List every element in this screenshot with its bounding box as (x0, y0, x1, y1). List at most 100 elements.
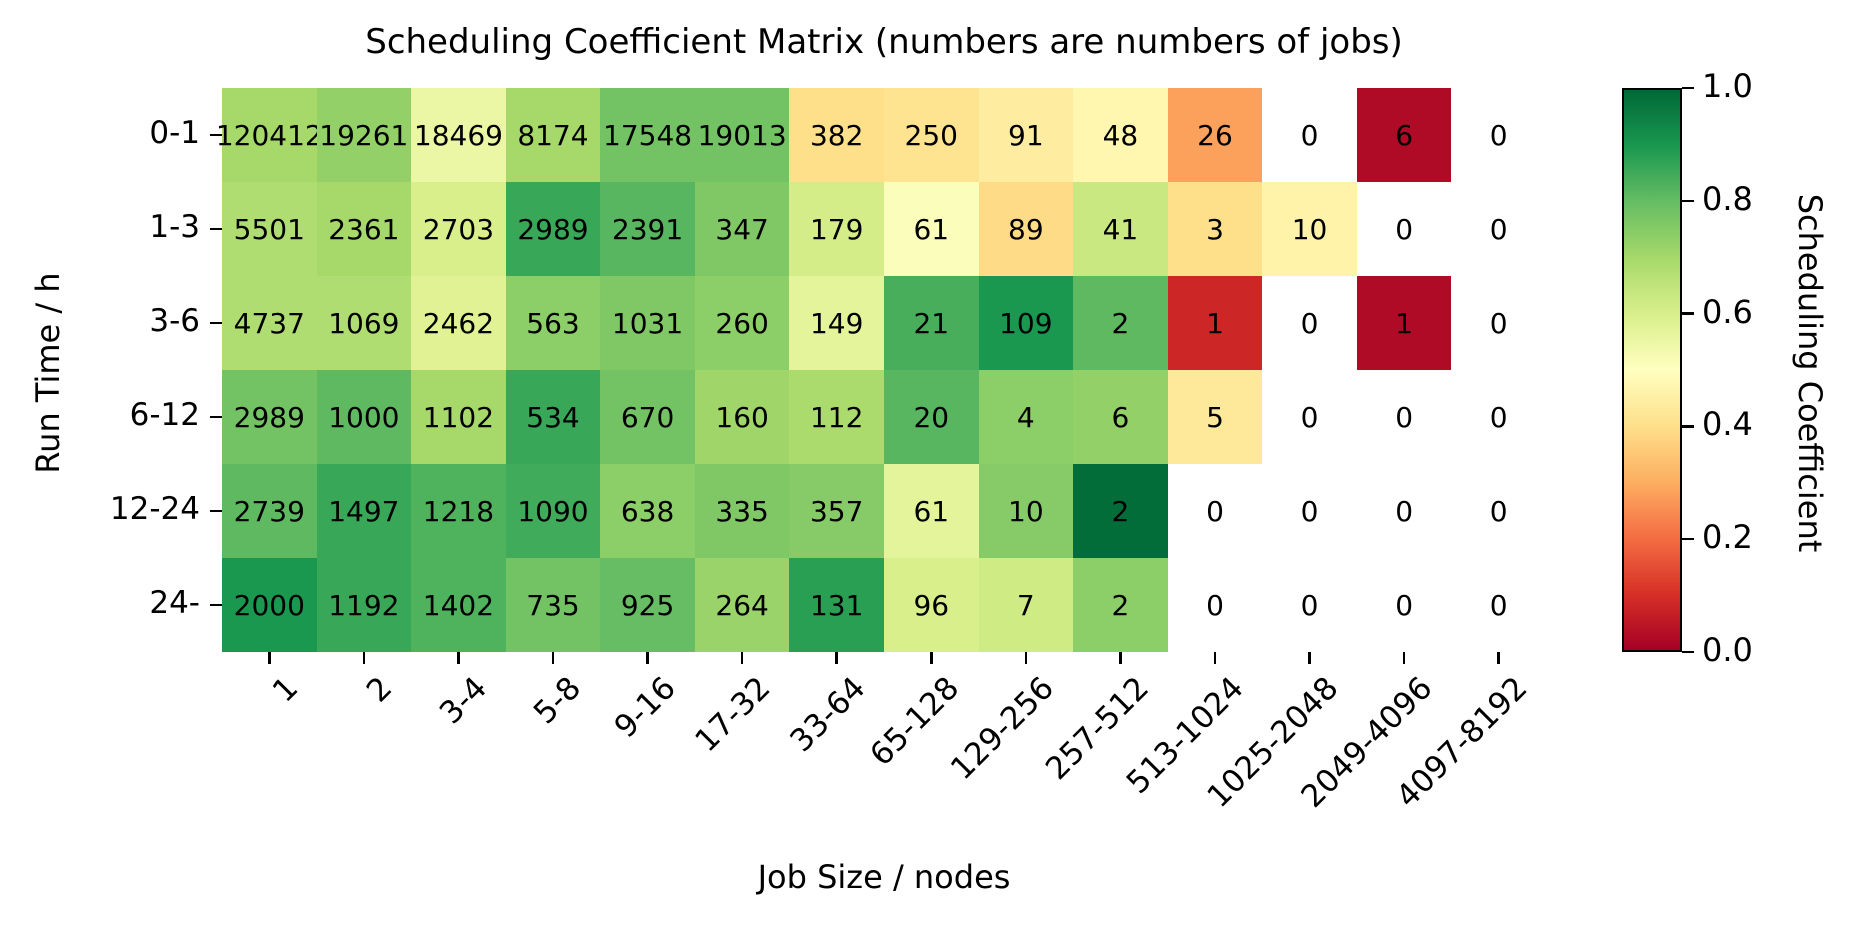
x-tick-mark (740, 652, 744, 664)
heatmap-cell: 5 (1167, 370, 1263, 464)
heatmap-cell: 10 (978, 464, 1074, 558)
heatmap-cell: 20 (884, 370, 979, 464)
heatmap-cell: 4737 (222, 276, 317, 370)
heatmap-cell: 96 (884, 558, 979, 652)
colorbar (1622, 88, 1682, 652)
heatmap-cell: 120412 (216, 88, 323, 182)
x-tick-mark (362, 652, 366, 664)
heatmap-cell: 1 (1356, 276, 1452, 370)
colorbar-tick-mark (1682, 199, 1694, 203)
y-tick-mark (210, 133, 222, 137)
heatmap-cell: 260 (694, 276, 790, 370)
heatmap-cell: 347 (694, 182, 790, 276)
chart-title: Scheduling Coefficient Matrix (numbers a… (365, 22, 1403, 62)
heatmap-cell: 1069 (316, 276, 412, 370)
heatmap-cell: 1090 (505, 464, 601, 558)
heatmap-cell: 1497 (316, 464, 412, 558)
heatmap-cell: 0 (1451, 88, 1546, 182)
heatmap-cell: 10 (1262, 182, 1357, 276)
colorbar-tick-label: 0.2 (1702, 518, 1753, 557)
heatmap-cell: 638 (600, 464, 695, 558)
heatmap-cell: 0 (1451, 558, 1546, 652)
heatmap-cell: 61 (884, 182, 979, 276)
heatmap-cell: 1000 (316, 370, 412, 464)
heatmap-cell: 0 (1167, 464, 1263, 558)
heatmap-cell: 2989 (222, 370, 317, 464)
colorbar-tick-label: 0.6 (1702, 292, 1753, 331)
x-tick-mark (835, 652, 838, 664)
heatmap-cell: 0 (1262, 370, 1357, 464)
heatmap-cell: 264 (694, 558, 790, 652)
y-tick-label: 24- (149, 585, 200, 621)
heatmap-cell: 26 (1167, 88, 1263, 182)
heatmap-cell: 2462 (411, 276, 506, 370)
x-tick-label: 9-16 (607, 670, 684, 746)
heatmap-cell: 41 (1073, 182, 1168, 276)
heatmap-cell: 18469 (411, 88, 506, 182)
heatmap-cell: 2739 (222, 464, 317, 558)
heatmap-cell: 19013 (694, 88, 790, 182)
y-tick-mark (210, 227, 222, 231)
heatmap-cell: 357 (789, 464, 884, 558)
heatmap-cell: 112 (789, 370, 884, 464)
heatmap-cell: 7 (978, 558, 1074, 652)
x-tick-label: 5-8 (527, 670, 589, 732)
heatmap-cell: 61 (884, 464, 979, 558)
heatmap-cell: 1102 (411, 370, 506, 464)
x-tick-mark (1308, 652, 1311, 664)
heatmap-cell: 6 (1073, 370, 1168, 464)
heatmap-cell: 17548 (600, 88, 695, 182)
heatmap-cell: 2 (1073, 558, 1168, 652)
x-tick-mark (1119, 652, 1122, 664)
colorbar-tick-mark (1682, 86, 1694, 90)
heatmap-cell: 109 (978, 276, 1074, 370)
y-tick-label: 3-6 (149, 303, 200, 339)
x-tick-mark (268, 652, 271, 664)
heatmap-cell: 179 (789, 182, 884, 276)
heatmap-cell: 0 (1356, 558, 1452, 652)
x-tick-mark (457, 652, 460, 664)
y-tick-label: 12-24 (109, 491, 200, 527)
x-axis-title: Job Size / nodes (757, 858, 1011, 896)
heatmap-cell: 89 (978, 182, 1074, 276)
heatmap-cell: 335 (694, 464, 790, 558)
heatmap-cell: 1402 (411, 558, 506, 652)
x-tick-label: 1 (265, 670, 305, 710)
heatmap-cell: 0 (1262, 88, 1357, 182)
y-tick-label: 6-12 (129, 397, 200, 433)
heatmap-cell: 1218 (411, 464, 506, 558)
heatmap-cell: 2 (1073, 276, 1168, 370)
y-tick-mark (210, 509, 222, 513)
heatmap-cell: 1031 (600, 276, 695, 370)
x-tick-mark (1402, 652, 1406, 664)
x-tick-label: 3-4 (432, 670, 494, 732)
heatmap-cell: 1 (1167, 276, 1263, 370)
colorbar-tick-mark (1682, 537, 1694, 541)
colorbar-tick-label: 0.0 (1702, 631, 1753, 669)
heatmap-cell: 0 (1451, 182, 1546, 276)
heatmap-cell: 0 (1167, 558, 1263, 652)
colorbar-title: Scheduling Coefficient (1791, 193, 1829, 553)
x-tick-label: 129-256 (944, 670, 1062, 788)
heatmap-cell: 2361 (316, 182, 412, 276)
heatmap-cell: 5501 (222, 182, 317, 276)
heatmap-cell: 21 (884, 276, 979, 370)
x-tick-mark (930, 652, 933, 664)
colorbar-tick-mark (1682, 312, 1694, 315)
heatmap-cell: 2703 (411, 182, 506, 276)
heatmap-cell: 0 (1262, 276, 1357, 370)
heatmap-cell: 4 (978, 370, 1074, 464)
heatmap-cell: 48 (1073, 88, 1168, 182)
x-tick-label: 33-64 (783, 670, 873, 760)
heatmap-cell: 735 (505, 558, 601, 652)
colorbar-tick-mark (1682, 425, 1694, 428)
y-tick-label: 1-3 (149, 209, 200, 245)
colorbar-tick-label: 0.4 (1702, 405, 1753, 444)
heatmap-cell: 250 (884, 88, 979, 182)
x-tick-mark (551, 652, 555, 664)
heatmap-cell: 160 (694, 370, 790, 464)
heatmap-cell: 0 (1451, 370, 1546, 464)
colorbar-tick-label: 1.0 (1702, 67, 1753, 105)
heatmap-cell: 149 (789, 276, 884, 370)
